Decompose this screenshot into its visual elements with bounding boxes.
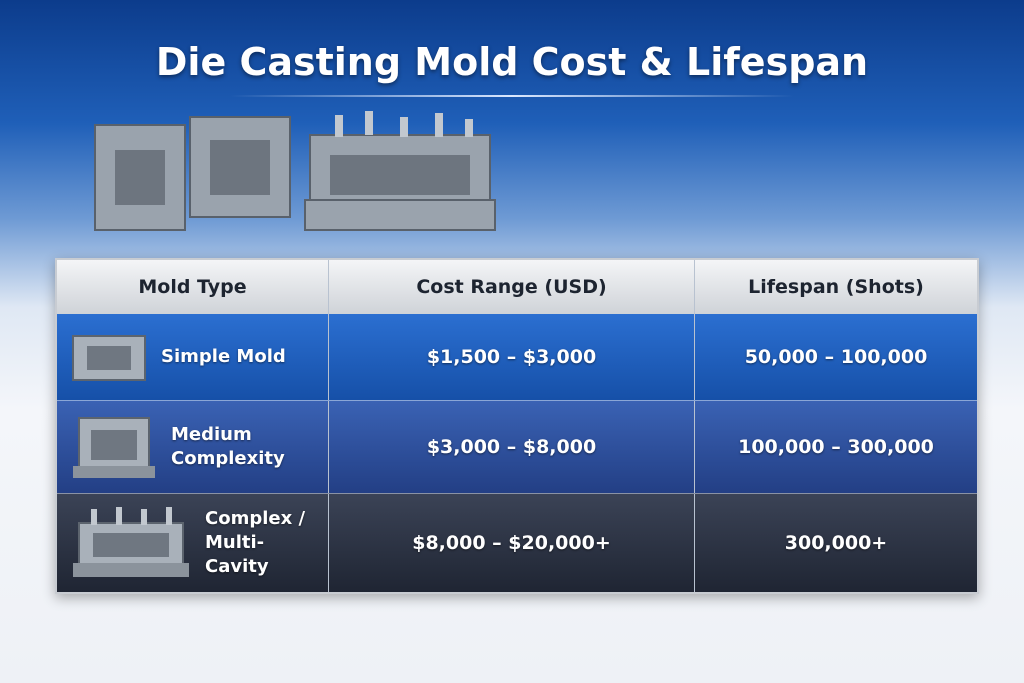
column-header: Mold Type bbox=[57, 260, 329, 314]
table-cell: 100,000 – 300,000 bbox=[738, 436, 934, 458]
mold-icon bbox=[73, 417, 155, 478]
mold-illustration bbox=[94, 111, 496, 231]
table: Mold Type Cost Range (USD) Lifespan (Sho… bbox=[55, 258, 979, 594]
table-cell: $1,500 – $3,000 bbox=[329, 314, 695, 400]
table-cell: $8,000 – $20,000+ bbox=[329, 494, 695, 592]
table-row: Simple Mold $1,500 – $3,000 50,000 – 100… bbox=[57, 314, 977, 400]
table-cell: $3,000 – $8,000 bbox=[329, 401, 695, 493]
column-header: Lifespan (Shots) bbox=[748, 276, 924, 298]
table-cell: 300,000+ bbox=[784, 532, 888, 554]
row-label: Medium Complexity bbox=[171, 424, 285, 469]
row-label: Complex / Multi-Cavity bbox=[205, 508, 306, 577]
header-row: Mold Type Cost Range (USD) Lifespan (Sho… bbox=[57, 260, 977, 314]
column-header: Cost Range (USD) bbox=[329, 260, 695, 314]
mold-icon bbox=[73, 507, 189, 577]
row-label: Simple Mold bbox=[161, 346, 286, 367]
title: Die Casting Mold Cost & Lifespan bbox=[155, 40, 869, 84]
row-label-cell: Simple Mold bbox=[57, 314, 329, 400]
table-row: Medium Complexity $3,000 – $8,000 100,00… bbox=[57, 400, 977, 493]
mold-icon bbox=[72, 335, 146, 381]
table-row: Complex / Multi-Cavity $8,000 – $20,000+… bbox=[57, 493, 977, 592]
row-label-cell: Complex / Multi-Cavity bbox=[57, 494, 329, 592]
title-rule bbox=[230, 95, 794, 97]
row-label-cell: Medium Complexity bbox=[57, 401, 329, 493]
table-cell: 50,000 – 100,000 bbox=[744, 346, 928, 368]
